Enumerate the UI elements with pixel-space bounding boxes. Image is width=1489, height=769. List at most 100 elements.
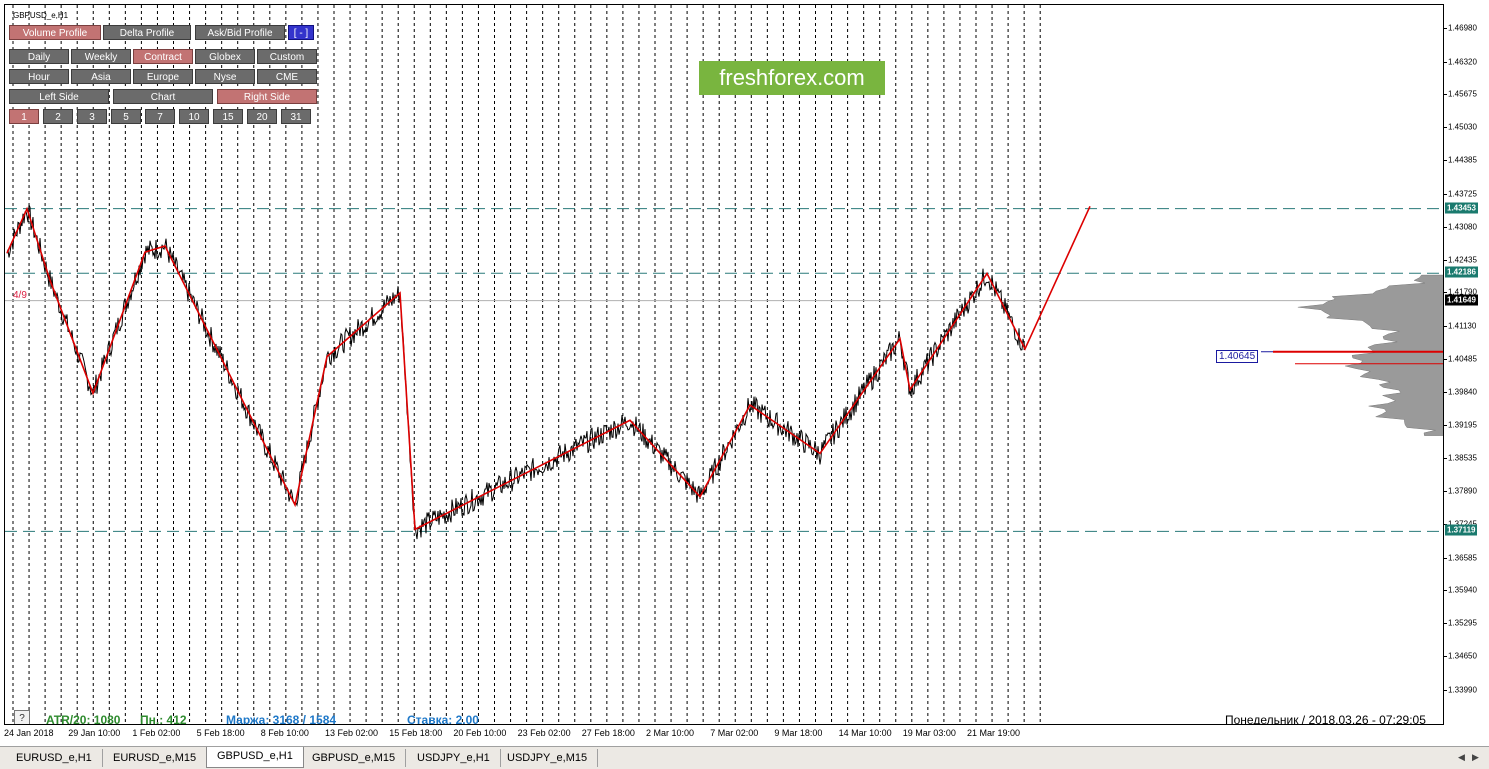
- toolbar-button-2[interactable]: 2: [43, 109, 73, 124]
- price-tick-mark: [1444, 292, 1447, 294]
- time-tick-label: 14 Mar 10:00: [838, 728, 892, 738]
- toolbar-button-1[interactable]: 1: [9, 109, 39, 124]
- price-tick-label: 1.45675: [1448, 89, 1477, 99]
- price-level-badge: 1.41649: [1445, 294, 1478, 306]
- chart-tab-eurusd-e-m15[interactable]: EURUSD_e,M15: [103, 749, 208, 767]
- margin-stat: Маржа: 3168 / 1584: [226, 713, 337, 725]
- toolbar-button-10[interactable]: 10: [179, 109, 209, 124]
- price-tick-mark: [1444, 94, 1447, 96]
- price-tick-mark: [1444, 358, 1447, 360]
- poc-level-label: 1.40645: [1216, 350, 1259, 363]
- price-tick-label: 1.39840: [1448, 387, 1477, 397]
- price-line: [6, 204, 1026, 540]
- time-tick-label: 7 Mar 02:00: [710, 728, 759, 738]
- price-tick-label: 1.36585: [1448, 553, 1477, 563]
- price-tick-mark: [1444, 27, 1447, 29]
- help-button[interactable]: ?: [14, 710, 30, 724]
- time-tick-label: 1 Feb 02:00: [132, 728, 181, 738]
- toolbar-button-left-side[interactable]: Left Side: [9, 89, 109, 104]
- atr-stat: ATR/20: 1080: [46, 713, 121, 725]
- price-tick-mark: [1444, 458, 1447, 460]
- toolbar-button-custom[interactable]: Custom: [257, 49, 317, 64]
- chart-tab-usdjpy-e-h1[interactable]: USDJPY_e,H1: [407, 749, 501, 767]
- price-tick-mark: [1444, 590, 1447, 592]
- chart-tab-gbpusd-e-h1[interactable]: GBPUSD_e,H1: [206, 747, 304, 768]
- time-axis: 24 Jan 2018 29 Jan 10:00 1 Feb 02:00 5 Feb …: [4, 725, 1444, 743]
- toolbar-button-right-side[interactable]: Right Side: [217, 89, 317, 104]
- time-tick-label: 15 Feb 18:00: [389, 728, 443, 738]
- price-tick-label: 1.33990: [1448, 685, 1477, 695]
- chart-tab-gbpusd-e-m15[interactable]: GBPUSD_e,M15: [302, 749, 407, 767]
- price-tick-mark: [1444, 160, 1447, 162]
- toolbar-button-5[interactable]: 5: [111, 109, 141, 124]
- price-tick-label: 1.35295: [1448, 618, 1477, 628]
- chart-tab-usdjpy-e-m15[interactable]: USDJPY_e,M15: [497, 749, 599, 767]
- toolbar-button-contract[interactable]: Contract: [133, 49, 193, 64]
- price-level-badge: 1.42186: [1445, 266, 1478, 278]
- price-tick-label: 1.37245: [1448, 519, 1477, 528]
- volume-profile: [1297, 274, 1443, 436]
- price-tick-mark: [1444, 61, 1447, 63]
- time-tick-label: 24 Jan 2018: [4, 728, 54, 738]
- pn-stat: Пн.: 412: [140, 713, 187, 725]
- toolbar-button-volume-profile[interactable]: Volume Profile: [9, 25, 101, 40]
- toolbar-button-31[interactable]: 31: [281, 109, 311, 124]
- toolbar-button-15[interactable]: 15: [213, 109, 243, 124]
- price-tick-mark: [1444, 259, 1447, 261]
- price-tick-mark: [1444, 127, 1447, 129]
- price-tick-label: 1.43080: [1448, 222, 1477, 232]
- time-tick-label: 5 Feb 18:00: [196, 728, 245, 738]
- time-tick-label: 13 Feb 02:00: [325, 728, 379, 738]
- price-tick-mark: [1444, 424, 1447, 426]
- price-axis: 1.46980 1.46320 1.45675 1.45030 1.44385 1.437…: [1444, 4, 1489, 725]
- price-tick-label: 1.37890: [1448, 486, 1477, 496]
- chart-area[interactable]: GBPUSD_e,H1 Volume Profile Delta Profile A…: [4, 4, 1444, 725]
- chart-tab-bar: ◀ ▶ EURUSD_e,H1 EURUSD_e,M15 GBPUSD_e,H1 GB…: [0, 746, 1489, 769]
- time-tick-label: 2 Mar 10:00: [646, 728, 695, 738]
- toolbar-button-20[interactable]: 20: [247, 109, 277, 124]
- price-tick-label: 1.39195: [1448, 420, 1477, 430]
- toolbar-button-asia[interactable]: Asia: [71, 69, 131, 84]
- price-tick-mark: [1444, 557, 1447, 559]
- scroll-left-icon[interactable]: ◀: [1458, 752, 1465, 762]
- toolbar-button-[interactable]: [ - ]: [288, 25, 314, 40]
- price-tick-label: 1.40485: [1448, 354, 1477, 364]
- price-tick-label: 1.44385: [1448, 155, 1477, 165]
- toolbar-button-daily[interactable]: Daily: [9, 49, 69, 64]
- toolbar-button-3[interactable]: 3: [77, 109, 107, 124]
- zigzag-line: [6, 205, 1091, 531]
- time-tick-label: 29 Jan 10:00: [68, 728, 121, 738]
- toolbar-button-ask-bid-profile[interactable]: Ask/Bid Profile: [195, 25, 285, 40]
- time-tick-label: 21 Mar 19:00: [967, 728, 1021, 738]
- price-tick-mark: [1444, 193, 1447, 195]
- price-tick-label: 1.38535: [1448, 453, 1477, 463]
- freshforex-logo: freshforex.com: [699, 61, 885, 95]
- price-tick-label: 1.42435: [1448, 255, 1477, 265]
- time-tick-label: 8 Feb 10:00: [260, 728, 309, 738]
- toolbar-button-weekly[interactable]: Weekly: [71, 49, 131, 64]
- side-marker: 4/9: [13, 290, 27, 301]
- price-tick-label: 1.46320: [1448, 57, 1477, 67]
- price-tick-label: 1.46980: [1448, 23, 1477, 33]
- scroll-right-icon[interactable]: ▶: [1472, 752, 1479, 762]
- price-tick-mark: [1444, 689, 1447, 691]
- toolbar-button-hour[interactable]: Hour: [9, 69, 69, 84]
- price-level-badge: 1.37119: [1445, 524, 1478, 536]
- toolbar-button-delta-profile[interactable]: Delta Profile: [103, 25, 191, 40]
- toolbar-button-7[interactable]: 7: [145, 109, 175, 124]
- price-tick-label: 1.41130: [1448, 321, 1477, 331]
- price-tick-label: 1.35940: [1448, 585, 1477, 595]
- toolbar-button-europe[interactable]: Europe: [133, 69, 193, 84]
- time-tick-label: 19 Mar 03:00: [902, 728, 956, 738]
- price-tick-label: 1.41790: [1448, 287, 1477, 297]
- price-tick-label: 1.43725: [1448, 189, 1477, 199]
- price-tick-mark: [1444, 491, 1447, 493]
- symbol-title: GBPUSD_e,H1: [13, 11, 69, 20]
- price-chart[interactable]: [5, 5, 1444, 725]
- toolbar-button-chart[interactable]: Chart: [113, 89, 213, 104]
- price-tick-mark: [1444, 326, 1447, 328]
- chart-tab-eurusd-e-h1[interactable]: EURUSD_e,H1: [6, 749, 103, 767]
- toolbar-button-nyse[interactable]: Nyse: [195, 69, 255, 84]
- toolbar-button-cme[interactable]: CME: [257, 69, 317, 84]
- toolbar-button-globex[interactable]: Globex: [195, 49, 255, 64]
